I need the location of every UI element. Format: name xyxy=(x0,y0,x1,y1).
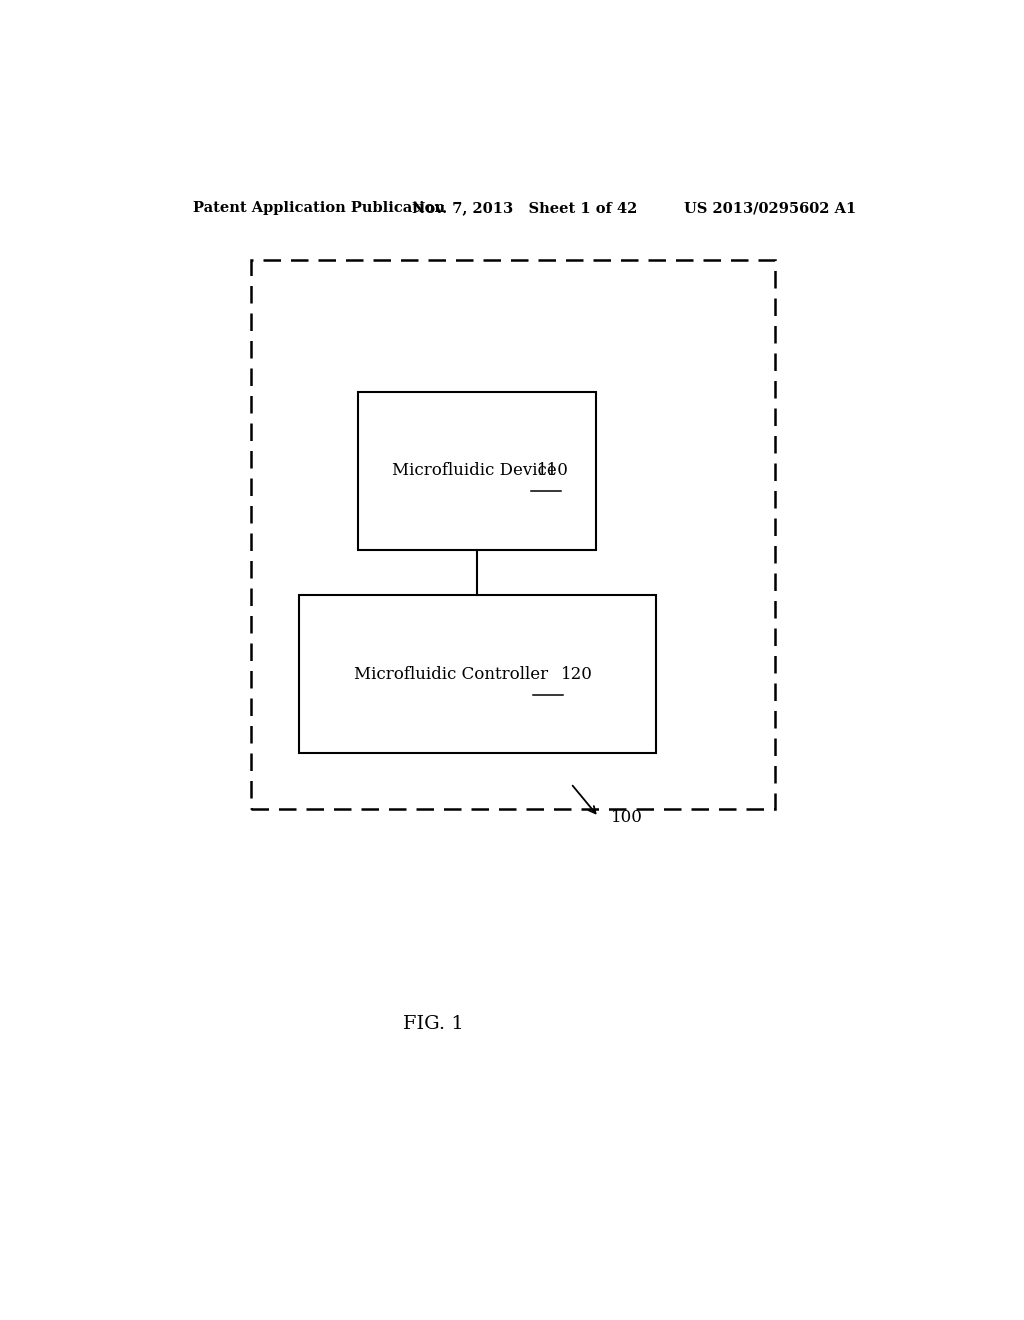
Text: FIG. 1: FIG. 1 xyxy=(403,1015,464,1034)
Text: Patent Application Publication: Patent Application Publication xyxy=(194,201,445,215)
Text: US 2013/0295602 A1: US 2013/0295602 A1 xyxy=(684,201,856,215)
Text: Nov. 7, 2013   Sheet 1 of 42: Nov. 7, 2013 Sheet 1 of 42 xyxy=(412,201,638,215)
Text: 100: 100 xyxy=(610,809,642,825)
Bar xyxy=(358,392,596,549)
Text: 110: 110 xyxy=(537,462,568,479)
Text: Microfluidic Controller: Microfluidic Controller xyxy=(353,665,553,682)
Bar xyxy=(299,595,655,752)
Text: 120: 120 xyxy=(560,665,593,682)
Bar xyxy=(251,260,775,809)
Text: Microfluidic Device: Microfluidic Device xyxy=(392,462,562,479)
